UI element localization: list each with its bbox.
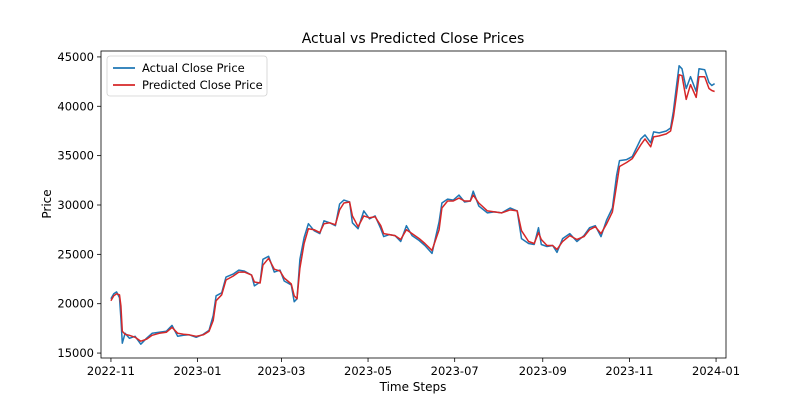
x-tick-label: 2023-11 [605,364,653,378]
y-tick-label: 20000 [57,297,94,311]
series-line-actual [110,65,716,345]
x-tick-label: 2022-11 [87,364,135,378]
chart-title: Actual vs Predicted Close Prices [302,31,525,47]
y-tick-label: 30000 [57,198,94,212]
y-axis-label: Price [40,189,54,218]
y-tick-label: 25000 [57,247,94,261]
legend-label: Actual Close Price [142,61,245,75]
x-tick-label: 2024-01 [692,364,740,378]
x-tick-label: 2023-03 [257,364,305,378]
y-tick-label: 45000 [57,50,94,64]
x-tick-label: 2023-01 [174,364,222,378]
y-tick-label: 35000 [57,149,94,163]
y-tick-label: 15000 [57,346,94,360]
legend-box [106,55,268,97]
x-axis-label: Time Steps [379,380,447,394]
x-tick-label: 2023-05 [344,364,392,378]
legend-label: Predicted Close Price [142,78,263,92]
x-tick-label: 2023-09 [519,364,567,378]
axes-frame [100,50,727,359]
y-tick-label: 40000 [57,99,94,113]
x-tick-label: 2023-07 [431,364,479,378]
plot-area: 2022-11 2023-01 2023-03 2023-05 2023-07 2023-… [57,50,740,378]
series-line-predicted [110,73,715,342]
